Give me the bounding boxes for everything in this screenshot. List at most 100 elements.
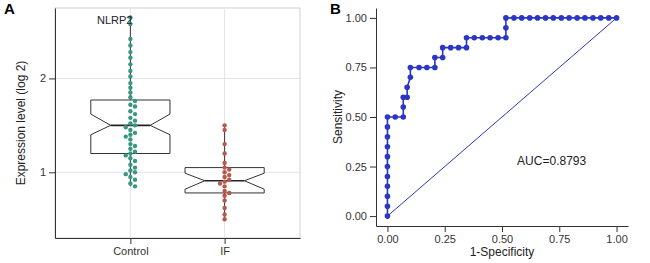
point	[519, 15, 525, 21]
point	[222, 179, 226, 183]
tick-label: Control	[113, 245, 148, 257]
chart-title: NLRP2	[97, 14, 132, 26]
point	[385, 203, 391, 209]
point	[385, 193, 391, 199]
box	[91, 17, 170, 186]
tick: 2	[40, 72, 55, 84]
point	[392, 114, 398, 120]
grid	[55, 8, 300, 238]
y-axis: 0.000.250.500.751.00	[346, 9, 377, 227]
point	[464, 45, 470, 51]
panel-label: B	[330, 0, 341, 17]
point	[385, 114, 391, 120]
point	[128, 156, 132, 160]
point	[503, 25, 509, 31]
axis-line	[376, 9, 377, 227]
point	[464, 35, 470, 41]
point	[133, 159, 137, 163]
point	[222, 217, 226, 221]
grid-line	[224, 8, 225, 238]
axis-title: 1-Specificity	[470, 245, 535, 259]
point	[582, 15, 588, 21]
point	[128, 62, 132, 66]
point	[527, 15, 533, 21]
point	[416, 65, 422, 71]
tick-label: 0.50	[492, 233, 513, 245]
point	[404, 84, 410, 90]
axis-title: Expression level (log 2)	[14, 61, 28, 186]
point	[133, 178, 137, 182]
point	[133, 99, 137, 103]
point	[614, 15, 620, 21]
point	[432, 65, 438, 71]
point	[448, 45, 454, 51]
tick: IF	[220, 238, 230, 257]
point	[128, 137, 132, 141]
point	[133, 184, 137, 188]
point	[222, 189, 226, 193]
tick-label: 1	[40, 166, 46, 178]
marks	[91, 15, 264, 221]
point	[222, 206, 226, 210]
point	[222, 128, 226, 132]
tick-label: 0.00	[377, 233, 398, 245]
point	[128, 168, 132, 172]
point	[424, 65, 430, 71]
point	[222, 184, 226, 188]
point	[133, 165, 137, 169]
tick: 1.00	[606, 226, 627, 245]
point	[133, 149, 137, 153]
point	[535, 15, 541, 21]
tick: Control	[113, 238, 148, 257]
point	[400, 104, 406, 110]
tick-mark	[370, 117, 376, 118]
roc-line	[387, 18, 616, 216]
tick: 0.00	[377, 226, 398, 245]
point	[128, 69, 132, 73]
point	[543, 15, 549, 21]
point	[400, 114, 406, 120]
point	[128, 56, 132, 60]
point	[128, 175, 132, 179]
point	[479, 35, 485, 41]
x-axis: 0.000.250.500.751.00	[377, 226, 629, 245]
tick: 1.00	[346, 12, 376, 24]
point	[133, 123, 137, 127]
tick: 0.75	[346, 61, 376, 73]
point	[385, 124, 391, 130]
point	[495, 35, 501, 41]
point	[128, 74, 132, 78]
tick-mark	[387, 226, 388, 232]
point	[128, 121, 132, 125]
tick-mark	[49, 78, 55, 79]
figure: 1 2 Control IF NLRP2 Expression level (log 2)…	[0, 0, 650, 263]
point	[222, 161, 226, 165]
tick-label: 0.75	[346, 61, 367, 73]
tick-label: 2	[40, 72, 46, 84]
point	[227, 191, 231, 195]
box-body	[185, 168, 264, 193]
point	[128, 163, 132, 167]
point	[590, 15, 596, 21]
point	[222, 175, 226, 179]
point	[133, 118, 137, 122]
tick-label: IF	[220, 245, 230, 257]
tick-label: 0.50	[346, 111, 367, 123]
point	[218, 181, 222, 185]
point	[385, 174, 391, 180]
tick-mark	[370, 67, 376, 68]
point	[222, 151, 226, 155]
point	[566, 15, 572, 21]
tick-label: 0.25	[435, 233, 456, 245]
point	[385, 164, 391, 170]
point	[133, 170, 137, 174]
tick: 0.50	[492, 226, 513, 245]
point	[440, 45, 446, 51]
point	[128, 109, 132, 113]
point	[124, 153, 128, 157]
box	[185, 125, 264, 219]
point	[227, 167, 231, 171]
point	[222, 170, 226, 174]
point	[222, 123, 226, 127]
tick-label: 0.25	[346, 161, 367, 173]
